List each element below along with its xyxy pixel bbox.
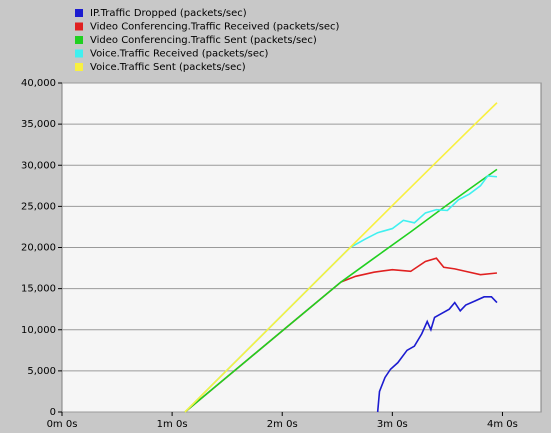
y-tick-label: 25,000 — [21, 201, 56, 212]
y-tick-label: 30,000 — [21, 160, 56, 171]
legend-swatch — [75, 49, 83, 58]
x-tick-label: 3m 0s — [377, 419, 408, 430]
y-tick-label: 15,000 — [21, 284, 56, 295]
x-tick-label: 1m 0s — [157, 419, 188, 430]
legend-swatch — [75, 9, 83, 17]
legend-label: Video Conferencing.Traffic Received (pac… — [90, 22, 340, 33]
y-tick-label: 40,000 — [21, 78, 56, 89]
series-line — [376, 296, 498, 413]
legend-swatch — [75, 36, 83, 44]
legend-swatch — [75, 63, 83, 71]
x-tick-label: 4m 0s — [487, 419, 518, 430]
legend-swatch — [75, 22, 83, 31]
legend-label: Video Conferencing.Traffic Sent (packets… — [90, 35, 317, 46]
y-tick-label: 5,000 — [27, 366, 56, 377]
legend-label: IP.Traffic Dropped (packets/sec) — [90, 8, 247, 19]
x-tick-label: 2m 0s — [267, 419, 298, 430]
legend-label: Voice.Traffic Received (packets/sec) — [90, 49, 269, 60]
legend-label: Voice.Traffic Sent (packets/sec) — [90, 62, 246, 73]
y-tick-label: 10,000 — [21, 325, 56, 336]
y-tick-label: 35,000 — [21, 119, 56, 130]
series-line — [184, 102, 498, 413]
y-tick-label: 20,000 — [21, 243, 56, 254]
y-tick-label: 0 — [50, 407, 56, 418]
x-tick-label: 0m 0s — [47, 419, 78, 430]
